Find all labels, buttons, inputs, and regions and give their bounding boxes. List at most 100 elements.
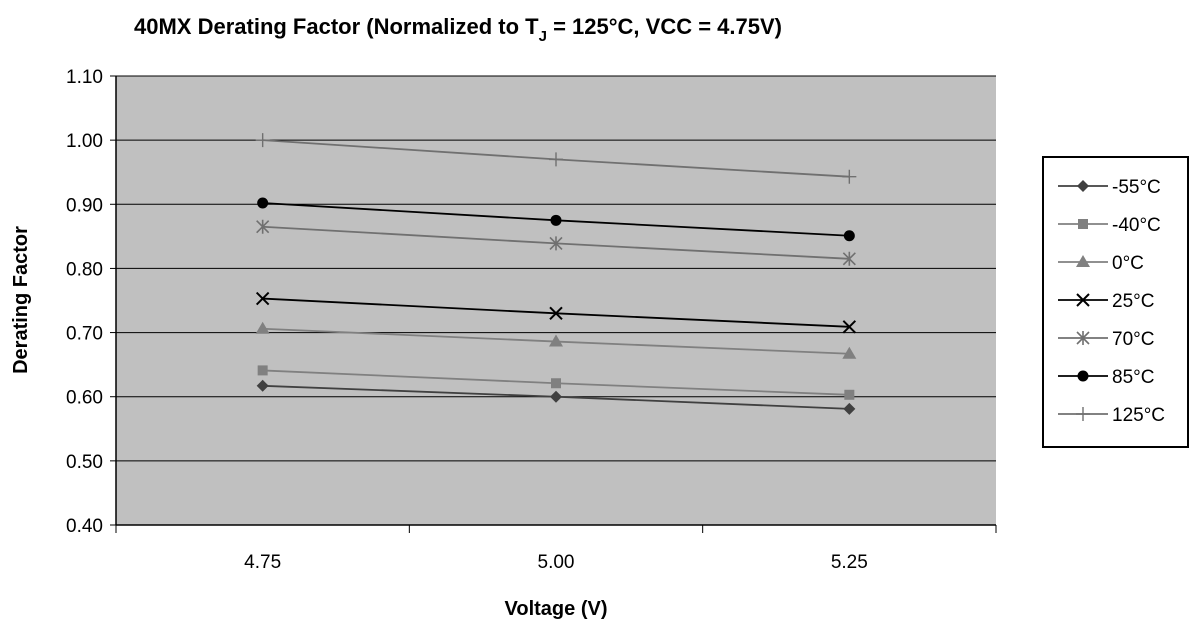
legend-label: 70°C: [1112, 329, 1154, 350]
data-point-marker: [550, 214, 562, 226]
data-point-marker: [257, 197, 269, 209]
circle-marker: [1077, 370, 1089, 382]
y-axis-title: Derating Factor: [10, 226, 32, 374]
legend-box: [1042, 156, 1189, 448]
data-point-marker: [843, 230, 855, 242]
triangle-marker: [549, 334, 563, 347]
y-tick-label: 1.00: [66, 131, 103, 152]
series--55Cc: [256, 379, 856, 415]
legend-entry: 25°C: [1058, 291, 1154, 312]
chart-title-main: 40MX Derating Factor (Normalized to T: [134, 14, 539, 39]
legend-label: 25°C: [1112, 291, 1154, 312]
asterisk-marker: [549, 236, 563, 251]
legend-entry: 125°C: [1058, 405, 1165, 426]
data-point-marker: [844, 389, 855, 400]
legend-label: -55°C: [1112, 177, 1161, 198]
series-25Cc: [255, 291, 857, 334]
data-point-marker: [1077, 370, 1089, 382]
y-tick-label: 0.80: [66, 259, 103, 280]
data-point-marker: [255, 321, 270, 334]
data-point-marker: [1076, 331, 1090, 345]
data-point-marker: [255, 133, 270, 148]
data-point-marker: [842, 346, 857, 359]
series--40Cc: [257, 365, 855, 400]
x-marker: [255, 291, 270, 306]
data-point-marker: [842, 169, 857, 184]
legend-label: 0°C: [1112, 253, 1144, 274]
series-0Cc: [255, 321, 857, 359]
y-tick-labels: 0.40 0.50 0.60 0.70 0.80 0.90 1.00 1.10: [66, 67, 103, 537]
data-point-marker: [842, 251, 856, 266]
data-point-marker: [843, 402, 856, 415]
legend: -55°C -40°C 0°C 25°C 70°C 85°C 125°C: [1042, 156, 1189, 448]
data-point-marker: [549, 236, 563, 251]
chart-title: 40MX Derating Factor (Normalized to TJ =…: [134, 14, 782, 45]
plus-marker: [255, 133, 270, 148]
asterisk-marker: [1076, 331, 1090, 345]
diamond-marker: [550, 390, 562, 403]
square-marker: [1078, 219, 1088, 229]
data-point-marker: [550, 390, 562, 403]
y-tick-label: 1.10: [66, 67, 103, 88]
series-layer: [255, 133, 857, 415]
legend-entry: 0°C: [1058, 253, 1144, 274]
asterisk-marker: [842, 251, 856, 266]
data-point-marker: [549, 334, 563, 347]
x-tick-label: 5.00: [538, 552, 575, 573]
y-tick-label: 0.60: [66, 388, 103, 409]
data-point-marker: [549, 306, 563, 321]
circle-marker: [550, 214, 562, 226]
legend-entry: 85°C: [1058, 367, 1154, 388]
data-point-marker: [1076, 255, 1090, 267]
data-point-marker: [1077, 180, 1089, 192]
plus-marker: [1076, 407, 1090, 421]
x-marker: [549, 306, 563, 321]
data-point-marker: [1076, 293, 1090, 307]
circle-marker: [843, 230, 855, 242]
data-point-marker: [842, 320, 857, 334]
series-125Cc: [255, 133, 857, 184]
x-tick-label: 5.25: [831, 552, 868, 573]
diamond-marker: [843, 402, 856, 415]
data-point-marker: [256, 379, 269, 392]
axes: [110, 75, 997, 533]
triangle-marker: [1076, 255, 1090, 267]
asterisk-marker: [256, 219, 270, 234]
legend-label: 125°C: [1112, 405, 1165, 426]
circle-marker: [257, 197, 269, 209]
x-tick-label: 4.75: [244, 552, 281, 573]
data-point-marker: [255, 291, 270, 306]
square-marker: [551, 378, 561, 389]
chart-title-suffix: = 125°C, VCC = 4.75V): [547, 14, 782, 39]
y-tick-label: 0.90: [66, 195, 103, 216]
square-marker: [257, 365, 268, 376]
x-axis-title: Voltage (V): [505, 598, 608, 620]
data-point-marker: [257, 365, 268, 376]
x-marker: [1076, 293, 1090, 307]
x-tick-labels: 4.75 5.00 5.25: [244, 552, 868, 573]
legend-entry: -40°C: [1058, 215, 1161, 236]
plus-marker: [842, 169, 857, 184]
y-tick-label: 0.50: [66, 452, 103, 473]
data-point-marker: [551, 378, 561, 389]
triangle-marker: [842, 346, 857, 359]
y-tick-label: 0.70: [66, 324, 103, 345]
series-85Cc: [257, 197, 855, 242]
legend-entry: -55°C: [1058, 177, 1161, 198]
plot-area: [116, 76, 996, 525]
x-marker: [842, 320, 857, 334]
y-tick-label: 0.40: [66, 516, 103, 537]
data-point-marker: [1076, 407, 1090, 421]
chart-title-subscript: J: [539, 28, 547, 45]
diamond-marker: [1077, 180, 1089, 192]
series-70Cc: [256, 219, 856, 266]
square-marker: [844, 389, 855, 400]
data-point-marker: [256, 219, 270, 234]
legend-entry: 70°C: [1058, 329, 1154, 350]
legend-label: -40°C: [1112, 215, 1161, 236]
diamond-marker: [256, 379, 269, 392]
data-point-marker: [549, 152, 563, 167]
legend-label: 85°C: [1112, 367, 1154, 388]
plus-marker: [549, 152, 563, 167]
